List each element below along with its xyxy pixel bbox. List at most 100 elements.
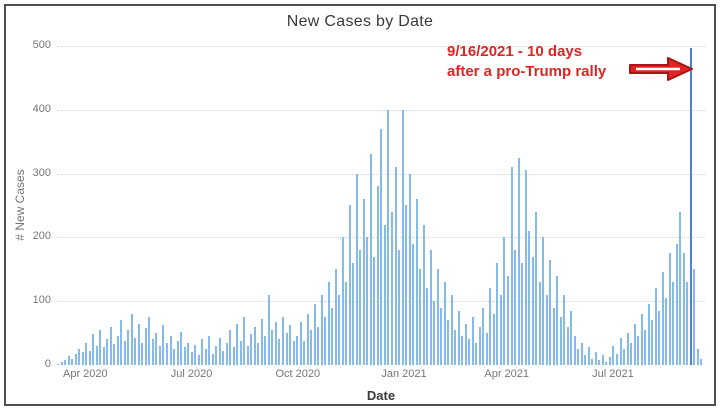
bar[interactable] xyxy=(679,212,682,365)
bar[interactable] xyxy=(531,257,534,365)
bar[interactable] xyxy=(215,346,218,365)
bar[interactable] xyxy=(260,319,263,365)
bar[interactable] xyxy=(672,282,675,365)
bar[interactable] xyxy=(253,327,256,365)
bar[interactable] xyxy=(169,336,172,365)
bar[interactable] xyxy=(165,343,168,365)
bar[interactable] xyxy=(130,314,133,365)
bar[interactable] xyxy=(99,330,102,365)
bar[interactable] xyxy=(507,276,509,365)
bar[interactable] xyxy=(113,344,116,365)
bar[interactable] xyxy=(433,301,436,365)
bar[interactable] xyxy=(503,237,506,365)
bar[interactable] xyxy=(109,327,112,365)
bar[interactable] xyxy=(542,237,545,365)
bar[interactable] xyxy=(60,362,63,365)
bar[interactable] xyxy=(471,317,474,365)
bar[interactable] xyxy=(700,359,703,365)
bar[interactable] xyxy=(489,288,492,365)
bar[interactable] xyxy=(74,354,77,365)
bar[interactable] xyxy=(359,250,362,365)
bar[interactable] xyxy=(239,341,242,365)
bar[interactable] xyxy=(524,170,527,365)
bar[interactable] xyxy=(78,349,81,365)
bar[interactable] xyxy=(383,225,386,365)
bar[interactable] xyxy=(440,308,443,365)
bar[interactable] xyxy=(341,237,344,365)
bar[interactable] xyxy=(144,328,147,365)
bar[interactable] xyxy=(183,347,186,365)
bar[interactable] xyxy=(630,343,633,365)
bar[interactable] xyxy=(380,129,383,365)
bar[interactable] xyxy=(682,253,685,365)
bar[interactable] xyxy=(545,295,548,365)
bar[interactable] xyxy=(204,349,207,365)
bar[interactable] xyxy=(320,295,323,365)
bar[interactable] xyxy=(538,282,541,365)
bar[interactable] xyxy=(591,359,594,365)
bar[interactable] xyxy=(180,332,183,365)
bar[interactable] xyxy=(173,349,176,365)
bar[interactable] xyxy=(236,324,239,365)
bar[interactable] xyxy=(120,320,123,365)
bar[interactable] xyxy=(137,324,140,365)
bar[interactable] xyxy=(412,244,415,365)
bar[interactable] xyxy=(457,311,460,365)
bar[interactable] xyxy=(594,352,597,365)
bar[interactable] xyxy=(376,186,379,365)
bar[interactable] xyxy=(218,338,221,365)
bar[interactable] xyxy=(658,311,661,365)
bar[interactable] xyxy=(686,282,689,365)
bar[interactable] xyxy=(225,343,228,365)
bar[interactable] xyxy=(619,338,622,365)
bar[interactable] xyxy=(155,333,158,365)
bar[interactable] xyxy=(345,282,348,365)
bar[interactable] xyxy=(88,351,91,365)
bar[interactable] xyxy=(528,231,531,365)
bar[interactable] xyxy=(496,263,499,365)
bar[interactable] xyxy=(116,336,119,365)
bar[interactable] xyxy=(415,199,418,365)
bar[interactable] xyxy=(623,349,626,365)
bar[interactable] xyxy=(549,260,552,365)
bar[interactable] xyxy=(278,339,281,365)
bar[interactable] xyxy=(665,298,668,365)
bar[interactable] xyxy=(521,263,524,365)
bar[interactable] xyxy=(267,295,270,365)
bar[interactable] xyxy=(373,257,376,365)
bar[interactable] xyxy=(510,167,513,365)
bar[interactable] xyxy=(398,250,401,365)
bar[interactable] xyxy=(419,269,422,365)
bar[interactable] xyxy=(324,317,327,365)
bar[interactable] xyxy=(134,338,137,365)
bar[interactable] xyxy=(577,349,580,365)
bar[interactable] xyxy=(306,314,309,365)
bar[interactable] xyxy=(92,334,95,365)
bar[interactable] xyxy=(250,334,253,365)
bar[interactable] xyxy=(289,325,292,365)
bar[interactable] xyxy=(352,263,355,365)
bar[interactable] xyxy=(162,325,165,365)
bar[interactable] xyxy=(573,336,576,365)
bar[interactable] xyxy=(601,355,604,365)
bar[interactable] xyxy=(387,110,390,365)
bar[interactable] xyxy=(362,199,365,365)
bar[interactable] xyxy=(327,282,330,365)
bar[interactable] xyxy=(482,308,485,365)
bar[interactable] xyxy=(222,351,225,365)
bar[interactable] xyxy=(485,333,488,365)
bar-annotated-spike[interactable] xyxy=(689,48,692,365)
bar[interactable] xyxy=(232,347,235,365)
bar[interactable] xyxy=(158,346,161,365)
bar[interactable] xyxy=(197,355,200,365)
bar[interactable] xyxy=(285,333,288,365)
bar[interactable] xyxy=(514,250,517,365)
bar[interactable] xyxy=(313,304,316,365)
bar[interactable] xyxy=(605,362,608,365)
bar[interactable] xyxy=(633,324,636,365)
bar[interactable] xyxy=(696,349,699,365)
bar[interactable] xyxy=(566,327,569,365)
bar[interactable] xyxy=(95,346,98,365)
bar[interactable] xyxy=(299,322,302,365)
bar[interactable] xyxy=(661,272,664,365)
